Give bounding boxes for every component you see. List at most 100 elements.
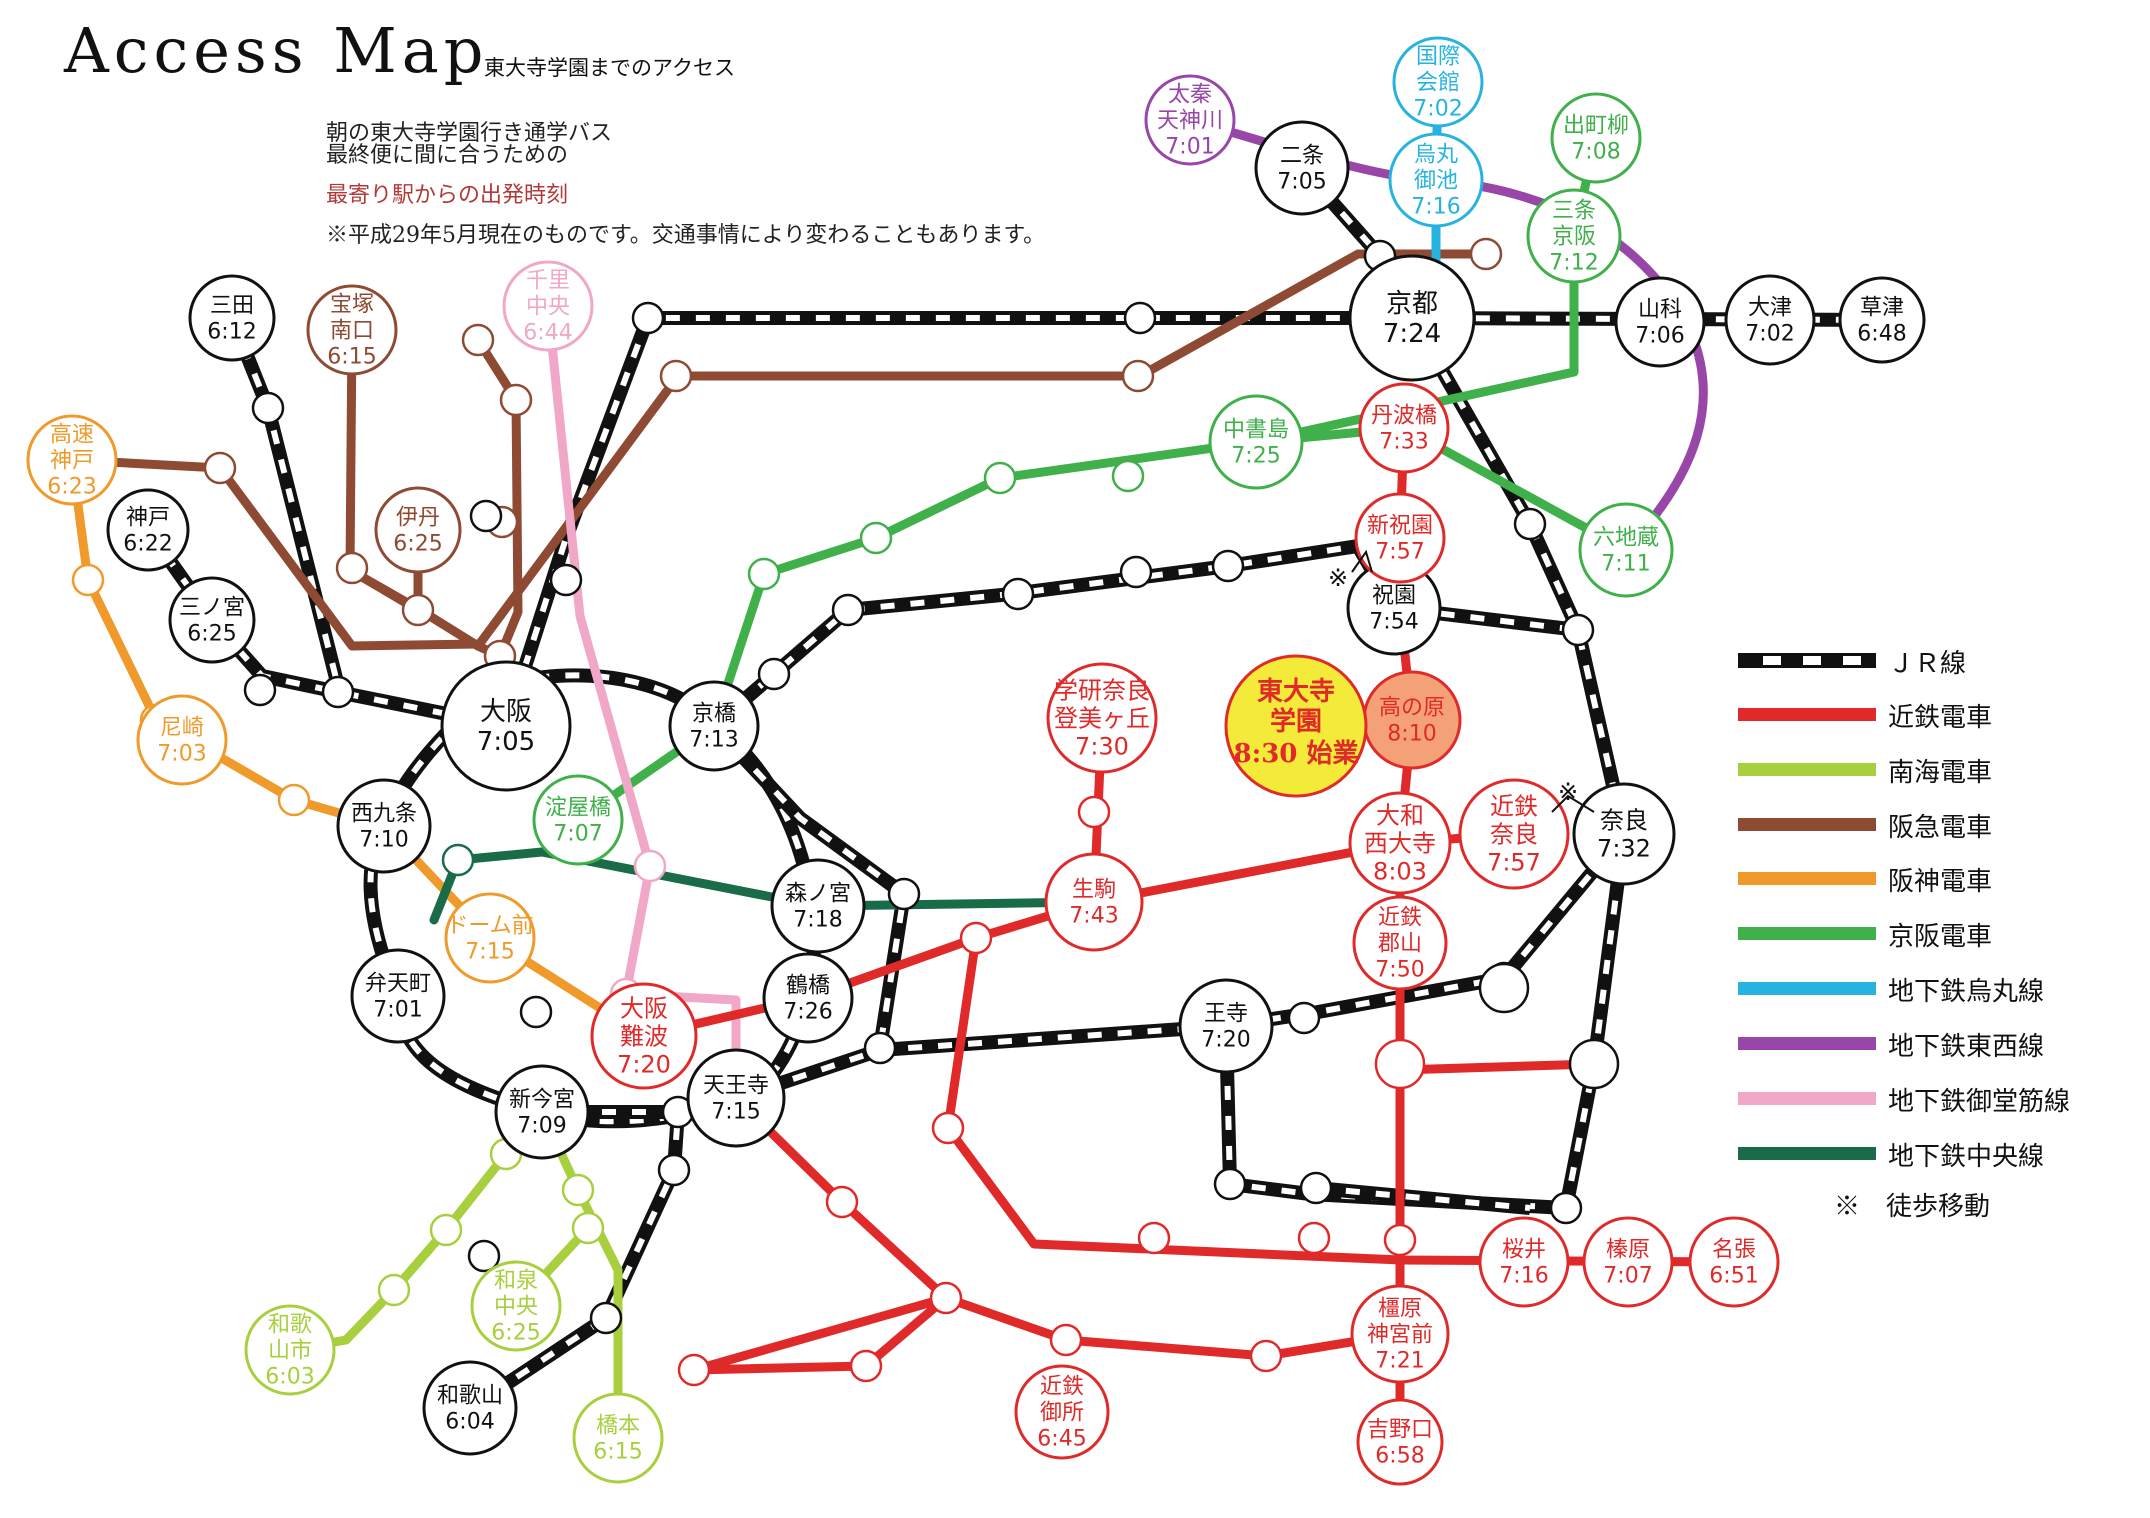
minor-station-28 xyxy=(1561,613,1595,647)
minor-station-27 xyxy=(1211,549,1245,583)
note-line-2: 最終便に間に合うための xyxy=(326,143,569,168)
legend-item-chuo: 地下鉄中央線 xyxy=(1738,1133,2138,1173)
station-kokusai-time: 7:02 xyxy=(1413,97,1462,122)
legend-label-chuo: 地下鉄中央線 xyxy=(1888,1142,2045,1172)
station-otsu-marker xyxy=(1724,274,1816,366)
station-kintetsugose-name2: 御所 xyxy=(1040,1401,1084,1426)
station-kashiharajingu-time: 7:21 xyxy=(1375,1349,1424,1374)
station-ikoma-marker xyxy=(1044,852,1144,952)
station-ikoma-time: 7:43 xyxy=(1069,904,1118,929)
station-kusatsu-time: 6:48 xyxy=(1857,322,1906,347)
station-nabari-marker xyxy=(1688,1216,1780,1308)
station-itami-name1: 伊丹 xyxy=(396,506,440,531)
minor-station-32 xyxy=(1568,1038,1620,1090)
station-shinimamiya-name1: 新今宮 xyxy=(509,1088,575,1113)
station-nakashojima-marker xyxy=(1208,394,1304,490)
legend-item-hankyu: 阪急電車 xyxy=(1738,804,2138,844)
station-kyoto-name1: 京都 xyxy=(1386,289,1438,319)
station-amagasaki-name1: 尼崎 xyxy=(160,716,204,741)
station-sakurai: 桜井7:16 xyxy=(1478,1216,1570,1308)
legend-label-tozai: 地下鉄東西線 xyxy=(1888,1032,2045,1062)
minor-station-18 xyxy=(657,1153,691,1187)
station-oji-marker xyxy=(1178,978,1274,1074)
station-takarazuka-time: 6:15 xyxy=(327,345,376,370)
minor-station-54 xyxy=(1111,459,1145,493)
station-domemae-marker xyxy=(444,892,536,984)
station-sakurai-name1: 桜井 xyxy=(1502,1238,1546,1263)
station-domemae-time: 7:15 xyxy=(465,940,514,965)
minor-station-7 xyxy=(401,593,435,627)
station-nabari-time: 6:51 xyxy=(1709,1264,1758,1289)
legend-item-tozai: 地下鉄東西線 xyxy=(1738,1023,2138,1063)
station-kosoku-name1: 高速 xyxy=(50,423,94,448)
station-shinhosono-marker xyxy=(1354,492,1446,584)
station-kintetsugose-name1: 近鉄 xyxy=(1040,1375,1084,1400)
legend-swatch-midosuji xyxy=(1738,1092,1876,1105)
station-sanda-name1: 三田 xyxy=(210,294,254,319)
station-kyobashi-time: 7:13 xyxy=(689,728,738,753)
station-tambabashi-marker xyxy=(1358,382,1450,474)
kintetsu-line-minami-osaka xyxy=(689,1093,1405,1375)
legend-label-hankyu: 阪急電車 xyxy=(1888,813,1993,843)
station-tennoji-time: 7:15 xyxy=(711,1100,760,1125)
station-kashiharajingu-name2: 神宮前 xyxy=(1367,1323,1433,1348)
minor-station-24 xyxy=(831,593,865,627)
minor-station-38 xyxy=(1383,1223,1417,1257)
station-karasumaoike-time: 7:16 xyxy=(1411,195,1460,220)
station-kintetsukoriyama-marker xyxy=(1352,895,1448,991)
legend-swatch-jr xyxy=(1738,653,1876,668)
legend-item-kintetsu: 近鉄電車 xyxy=(1738,694,2138,734)
station-itami: 伊丹6:25 xyxy=(374,486,462,574)
station-tsuruhashi: 鶴橋7:26 xyxy=(762,952,854,1044)
station-takarazuka-name2: 南口 xyxy=(330,319,374,344)
minor-station-3 xyxy=(203,451,237,485)
station-shinhosono-name1: 新祝園 xyxy=(1367,514,1433,539)
station-uzumasa-name2: 天神川 xyxy=(1157,109,1223,134)
kintetsu-line-tenri xyxy=(1395,1059,1599,1075)
school-name2: 学園 xyxy=(1270,706,1322,737)
station-ikoma-name1: 生駒 xyxy=(1072,878,1116,903)
station-kokusai-name1: 国際 xyxy=(1416,45,1460,70)
legend-label-keihan: 京阪電車 xyxy=(1888,922,1993,952)
station-morinomiya-time: 7:18 xyxy=(793,908,842,933)
station-tennoji-marker xyxy=(686,1048,786,1148)
station-wakayama-marker xyxy=(422,1360,518,1456)
station-yamatosaidaiji-time: 8:03 xyxy=(1373,857,1427,885)
minor-station-49 xyxy=(1077,795,1111,829)
station-yamatosaidaiji-name1: 大和 xyxy=(1376,801,1424,829)
station-kintetsunara-name1: 近鉄 xyxy=(1490,792,1538,820)
legend-item-hanshin: 阪神電車 xyxy=(1738,858,2138,898)
station-ikoma: 生駒7:43 xyxy=(1044,852,1144,952)
page-subtitle: 東大寺学園までのアクセス xyxy=(484,56,735,80)
station-takanohara-name1: 高の原 xyxy=(1379,696,1445,721)
station-yoshinoguchi-time: 6:58 xyxy=(1375,1444,1424,1469)
station-senri-marker xyxy=(502,260,594,352)
walk-mark-0: ※ xyxy=(1328,564,1348,592)
station-shinhosono-time: 7:57 xyxy=(1375,540,1424,565)
station-yamashina: 山科7:06 xyxy=(1614,276,1706,368)
walk-arrow-hosono xyxy=(1351,549,1373,573)
minor-station-5 xyxy=(277,783,311,817)
minor-station-46 xyxy=(1049,1323,1083,1357)
station-sakurai-time: 7:16 xyxy=(1499,1264,1548,1289)
station-gakkennara-marker xyxy=(1046,662,1158,774)
legend-label-kintetsu: 近鉄電車 xyxy=(1888,703,1993,733)
minor-station-62 xyxy=(499,383,533,417)
school-circle xyxy=(1224,654,1368,798)
legend-label-hanshin: 阪神電車 xyxy=(1888,867,1993,897)
station-izumichuo-name1: 和泉 xyxy=(494,1269,538,1294)
station-sanda-marker xyxy=(188,274,276,362)
minor-station-60 xyxy=(469,499,503,533)
station-kintetsukoriyama-time: 7:50 xyxy=(1375,958,1424,983)
station-sannomiya-name1: 三ノ宮 xyxy=(179,596,245,621)
minor-station-39 xyxy=(1297,1221,1331,1255)
minor-station-48 xyxy=(959,921,993,955)
station-osakanamba-marker xyxy=(590,982,698,1090)
